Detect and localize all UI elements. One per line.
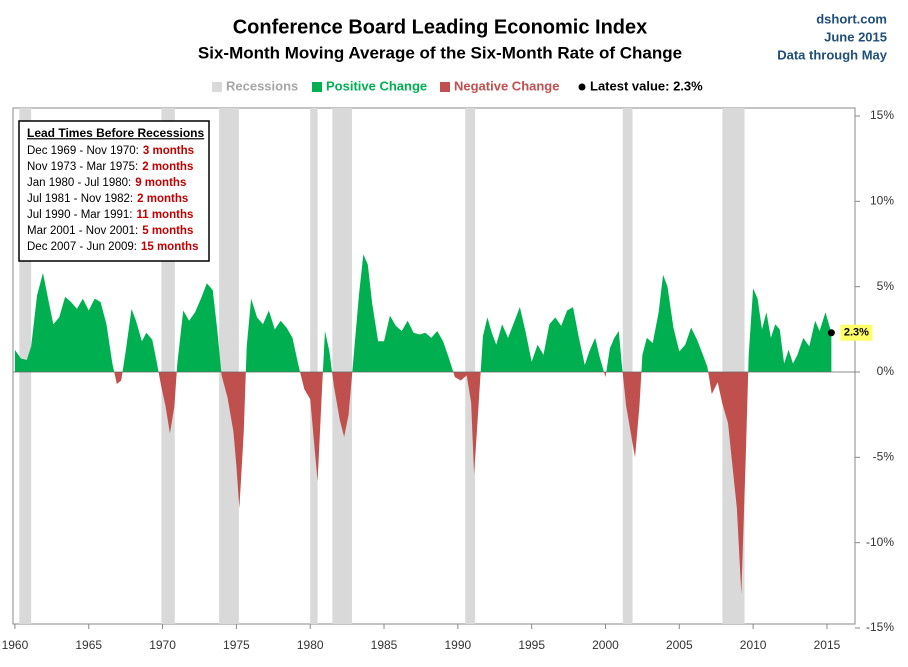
y-tick-label: 5% [877,279,895,293]
x-tick-label: 1960 [2,638,29,652]
lead-time-months: 2 months [142,161,193,173]
lead-time-period: Jul 1981 - Nov 1982: [27,193,133,205]
lead-time-months: 5 months [142,225,193,237]
source: dshort.com [816,11,887,26]
negative-area [14,372,832,594]
recession-band [310,108,318,624]
legend-label: Negative Change [454,78,559,93]
lead-time-months: 9 months [135,177,186,189]
legend-swatch [440,82,450,92]
recession-band [219,108,239,624]
chart-title: Conference Board Leading Economic Index [233,16,648,38]
legend-swatch [578,83,586,91]
y-tick-label: 0% [877,364,895,378]
lead-time-period: Mar 2001 - Nov 2001: [27,225,138,237]
source-date: June 2015 [824,29,887,44]
x-tick-label: 1995 [518,638,545,652]
legend-label: Recessions [226,78,298,93]
x-tick-label: 1975 [223,638,250,652]
x-tick-label: 2015 [814,638,841,652]
lead-times-title: Lead Times Before Recessions [27,126,205,140]
legend-label: Latest value: 2.3% [590,78,703,93]
annotation-box [840,324,873,341]
x-tick-label: 1965 [75,638,102,652]
lead-time-row: Jul 1990 - Mar 1991: 11 months [27,209,193,221]
source-note: Data through May [777,47,888,62]
legend-swatch [312,82,322,92]
x-tick-label: 2000 [592,638,619,652]
x-tick-label: 1980 [297,638,324,652]
positive-area [14,254,832,372]
x-tick-label: 1970 [149,638,176,652]
recession-band [622,108,633,624]
recession-band [465,108,476,624]
lead-time-row: Dec 1969 - Nov 1970: 3 months [27,145,194,157]
annotation-label: 2.3% [844,327,869,339]
x-tick-label: 2005 [666,638,693,652]
lead-time-months: 3 months [143,145,194,157]
y-tick-label: -5% [873,450,895,464]
lead-time-row: Nov 1973 - Mar 1975: 2 months [27,161,193,173]
x-tick-label: 1990 [444,638,471,652]
legend-label: Positive Change [326,78,427,93]
lead-time-period: Dec 1969 - Nov 1970: [27,145,139,157]
lead-time-period: Dec 2007 - Jun 2009: [27,241,137,253]
lead-times-box [18,120,210,262]
x-tick-label: 2010 [740,638,767,652]
x-tick-label: 1985 [371,638,398,652]
lead-time-row: Jan 1980 - Jul 1980: 9 months [27,177,186,189]
recession-band [332,108,352,624]
y-tick-label: 10% [870,194,894,208]
lead-time-row: Mar 2001 - Nov 2001: 5 months [27,225,193,237]
legend-swatch [212,82,222,92]
chart-subtitle: Six-Month Moving Average of the Six-Mont… [198,43,682,62]
lead-time-row: Jul 1981 - Nov 1982: 2 months [27,193,188,205]
lead-time-period: Nov 1973 - Mar 1975: [27,161,138,173]
lead-time-months: 11 months [136,209,193,221]
lead-time-row: Dec 2007 - Jun 2009: 15 months [27,241,198,253]
lead-time-period: Jan 1980 - Jul 1980: [27,177,131,189]
lead-time-months: 2 months [137,193,188,205]
lead-time-months: 15 months [141,241,199,253]
latest-dot [827,329,835,337]
y-tick-label: 15% [870,108,894,122]
lead-time-period: Jul 1990 - Mar 1991: [27,209,132,221]
plot-area [12,107,856,625]
y-tick-label: -15% [866,620,894,634]
y-tick-label: -10% [866,535,894,549]
